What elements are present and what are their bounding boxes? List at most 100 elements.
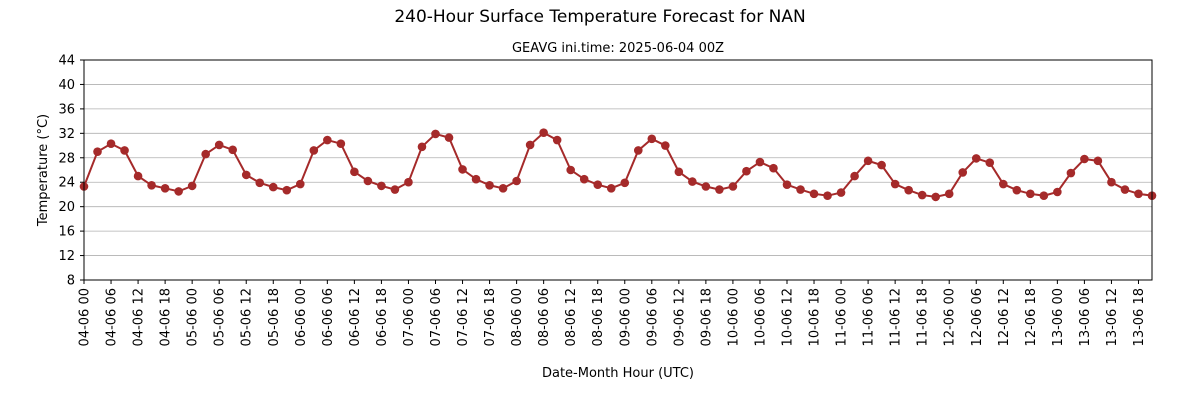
data-point <box>579 174 589 184</box>
x-tick-label: 05-06 18 <box>267 288 282 346</box>
x-tick-label: 06-06 12 <box>348 288 363 346</box>
x-tick-label: 08-06 06 <box>537 288 552 346</box>
data-point <box>498 184 508 193</box>
data-point <box>823 191 832 200</box>
data-point <box>769 163 778 173</box>
x-tick-label: 04-06 12 <box>132 288 147 346</box>
data-point <box>674 167 684 177</box>
x-tick-label: 11-06 00 <box>835 288 850 346</box>
data-point <box>404 177 413 187</box>
data-point <box>552 135 562 145</box>
data-point <box>742 166 751 176</box>
x-tick-label: 11-06 06 <box>862 288 877 346</box>
data-point <box>931 192 940 202</box>
y-tick-label: 20 <box>58 200 75 215</box>
data-point <box>998 179 1008 189</box>
x-tick-label: 12-06 18 <box>1024 288 1039 346</box>
data-point <box>363 176 373 186</box>
x-tick-label: 04-06 06 <box>105 288 120 346</box>
data-point <box>120 146 129 155</box>
x-tick-label: 04-06 18 <box>159 288 174 346</box>
data-point <box>850 171 859 181</box>
y-tick-label: 24 <box>58 176 75 191</box>
data-point <box>1053 187 1062 197</box>
x-tick-label: 10-06 06 <box>753 288 768 346</box>
data-point <box>93 147 102 156</box>
data-point <box>958 168 968 177</box>
data-point <box>661 141 670 150</box>
data-point <box>620 178 630 188</box>
data-point <box>390 185 400 194</box>
data-point <box>715 185 724 194</box>
data-point <box>647 134 657 144</box>
x-tick-label: 11-06 12 <box>889 288 904 346</box>
data-point <box>1066 168 1076 178</box>
data-point <box>971 154 981 163</box>
y-tick-label: 32 <box>58 127 75 142</box>
x-tick-label: 09-06 12 <box>672 288 687 346</box>
y-tick-label: 16 <box>58 225 75 240</box>
x-tick-label: 12-06 00 <box>943 288 958 346</box>
x-tick-label: 06-06 18 <box>375 288 390 346</box>
x-tick-label: 10-06 12 <box>780 288 795 346</box>
data-point <box>296 179 305 189</box>
plot-frame <box>83 59 1153 281</box>
x-tick-label: 09-06 18 <box>699 288 714 346</box>
x-tick-label: 12-06 12 <box>997 288 1012 346</box>
data-point <box>174 187 183 196</box>
x-tick-label: 09-06 06 <box>645 288 660 346</box>
data-point <box>133 171 143 181</box>
data-point <box>539 128 548 138</box>
y-axis-label: Temperature (°C) <box>36 114 51 227</box>
x-tick-label: 07-06 18 <box>483 288 498 346</box>
data-point <box>201 149 210 159</box>
x-tick-label: 08-06 00 <box>510 288 525 346</box>
data-point <box>147 180 156 190</box>
x-axis-ticks: 04-06 00 04-06 06 04-06 12 04-06 18 05-06 00… <box>78 280 1147 346</box>
data-point <box>512 176 521 186</box>
data-point <box>985 158 995 167</box>
x-tick-label: 09-06 00 <box>618 288 633 346</box>
x-tick-label: 10-06 00 <box>726 288 741 346</box>
data-point <box>214 140 224 150</box>
x-tick-label: 06-06 00 <box>294 288 309 346</box>
data-point <box>782 180 792 189</box>
x-tick-label: 12-06 06 <box>970 288 985 346</box>
data-point <box>944 189 954 199</box>
data-point <box>187 181 197 191</box>
data-point <box>877 160 886 170</box>
data-point <box>268 182 278 192</box>
data-point <box>904 185 913 195</box>
data-point <box>863 156 873 166</box>
data-point <box>1026 189 1035 199</box>
data-point <box>1039 191 1049 200</box>
x-tick-label: 11-06 18 <box>916 288 931 346</box>
data-point <box>377 181 386 191</box>
data-point <box>728 182 738 191</box>
data-point <box>1134 189 1143 199</box>
x-tick-label: 05-06 12 <box>240 288 255 346</box>
x-tick-label: 07-06 06 <box>429 288 444 346</box>
data-point <box>755 157 765 167</box>
x-tick-label: 13-06 18 <box>1132 288 1147 346</box>
y-tick-label: 8 <box>67 274 75 289</box>
data-point <box>282 185 292 195</box>
x-axis-label: Date-Month Hour (UTC) <box>542 366 694 381</box>
data-point <box>836 188 846 197</box>
data-point <box>471 174 481 184</box>
data-point <box>485 180 494 190</box>
data-point <box>1093 156 1103 166</box>
data-point <box>241 170 251 180</box>
data-point <box>309 146 319 155</box>
x-tick-label: 13-06 00 <box>1051 288 1066 346</box>
chart-title: 240-Hour Surface Temperature Forecast fo… <box>394 7 805 27</box>
data-point <box>701 182 711 191</box>
data-point <box>890 179 900 189</box>
data-point <box>1012 185 1022 195</box>
data-point <box>809 189 819 199</box>
data-point <box>796 185 805 194</box>
x-tick-label: 04-06 00 <box>78 288 93 346</box>
y-axis-ticks: 8 12 16 20 24 28 32 36 40 44 <box>58 54 84 289</box>
x-tick-label: 05-06 00 <box>186 288 201 346</box>
